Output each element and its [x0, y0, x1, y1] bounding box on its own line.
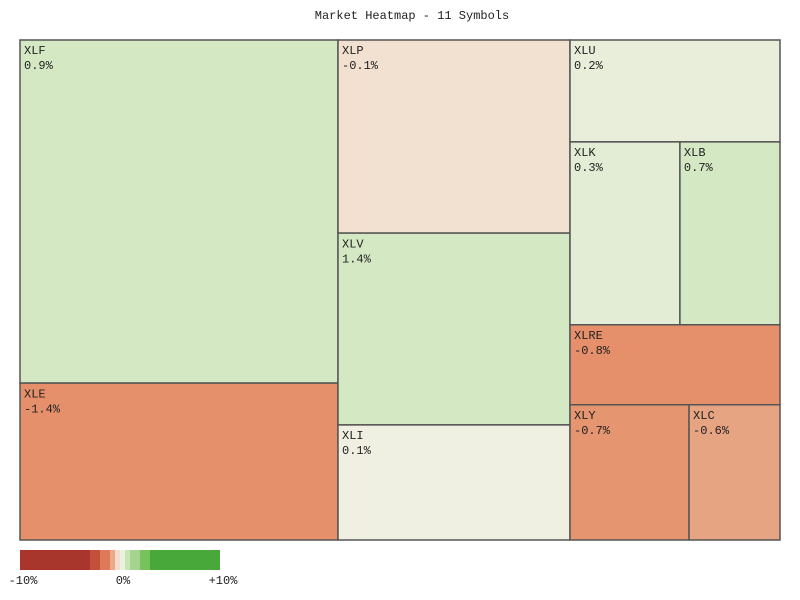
tile-value: 0.2% [574, 59, 604, 73]
tile-label: XLB [684, 146, 706, 160]
colorbar-segment [150, 550, 220, 570]
tile-label: XLU [574, 44, 596, 58]
tile-value: -1.4% [24, 402, 61, 416]
tile-label: XLE [24, 387, 46, 401]
tile [569, 324, 781, 406]
colorbar-segment [90, 550, 100, 570]
tile-value: -0.7% [574, 424, 611, 438]
tile-value: 0.1% [342, 444, 372, 458]
tile-value: 0.7% [684, 161, 714, 175]
tile [337, 424, 571, 541]
tile-label: XLK [574, 146, 596, 160]
colorbar-segment [130, 550, 140, 570]
colorbar-segment [115, 550, 120, 570]
tile-value: -0.8% [574, 344, 611, 358]
tile [337, 39, 571, 234]
colorbar-tick-label: 0% [116, 574, 131, 588]
tile-value: 0.3% [574, 161, 604, 175]
tile-label: XLI [342, 429, 364, 443]
colorbar-segment [110, 550, 115, 570]
colorbar-segment [100, 550, 110, 570]
tile [679, 141, 781, 326]
tile [19, 39, 339, 384]
tile-label: XLP [342, 44, 364, 58]
tile-label: XLC [693, 409, 715, 423]
tile-value: -0.1% [342, 59, 379, 73]
colorbar-segment [20, 550, 90, 570]
tile [569, 39, 781, 143]
colorbar-tick-label: -10% [9, 574, 39, 588]
tile-label: XLRE [574, 329, 603, 343]
tile [337, 232, 571, 426]
tile-value: 1.4% [342, 252, 372, 266]
chart-title: Market Heatmap - 11 Symbols [315, 9, 509, 23]
tile-value: 0.9% [24, 59, 54, 73]
tile [19, 382, 339, 541]
tile [569, 404, 690, 541]
tile [569, 141, 681, 326]
tile-label: XLY [574, 409, 596, 423]
tile-value: -0.6% [693, 424, 730, 438]
colorbar-segment [140, 550, 150, 570]
colorbar-segment [120, 550, 125, 570]
tile [688, 404, 781, 541]
tile-label: XLF [24, 44, 46, 58]
tile-label: XLV [342, 237, 364, 251]
colorbar-tick-label: +10% [209, 574, 239, 588]
colorbar-segment [125, 550, 130, 570]
